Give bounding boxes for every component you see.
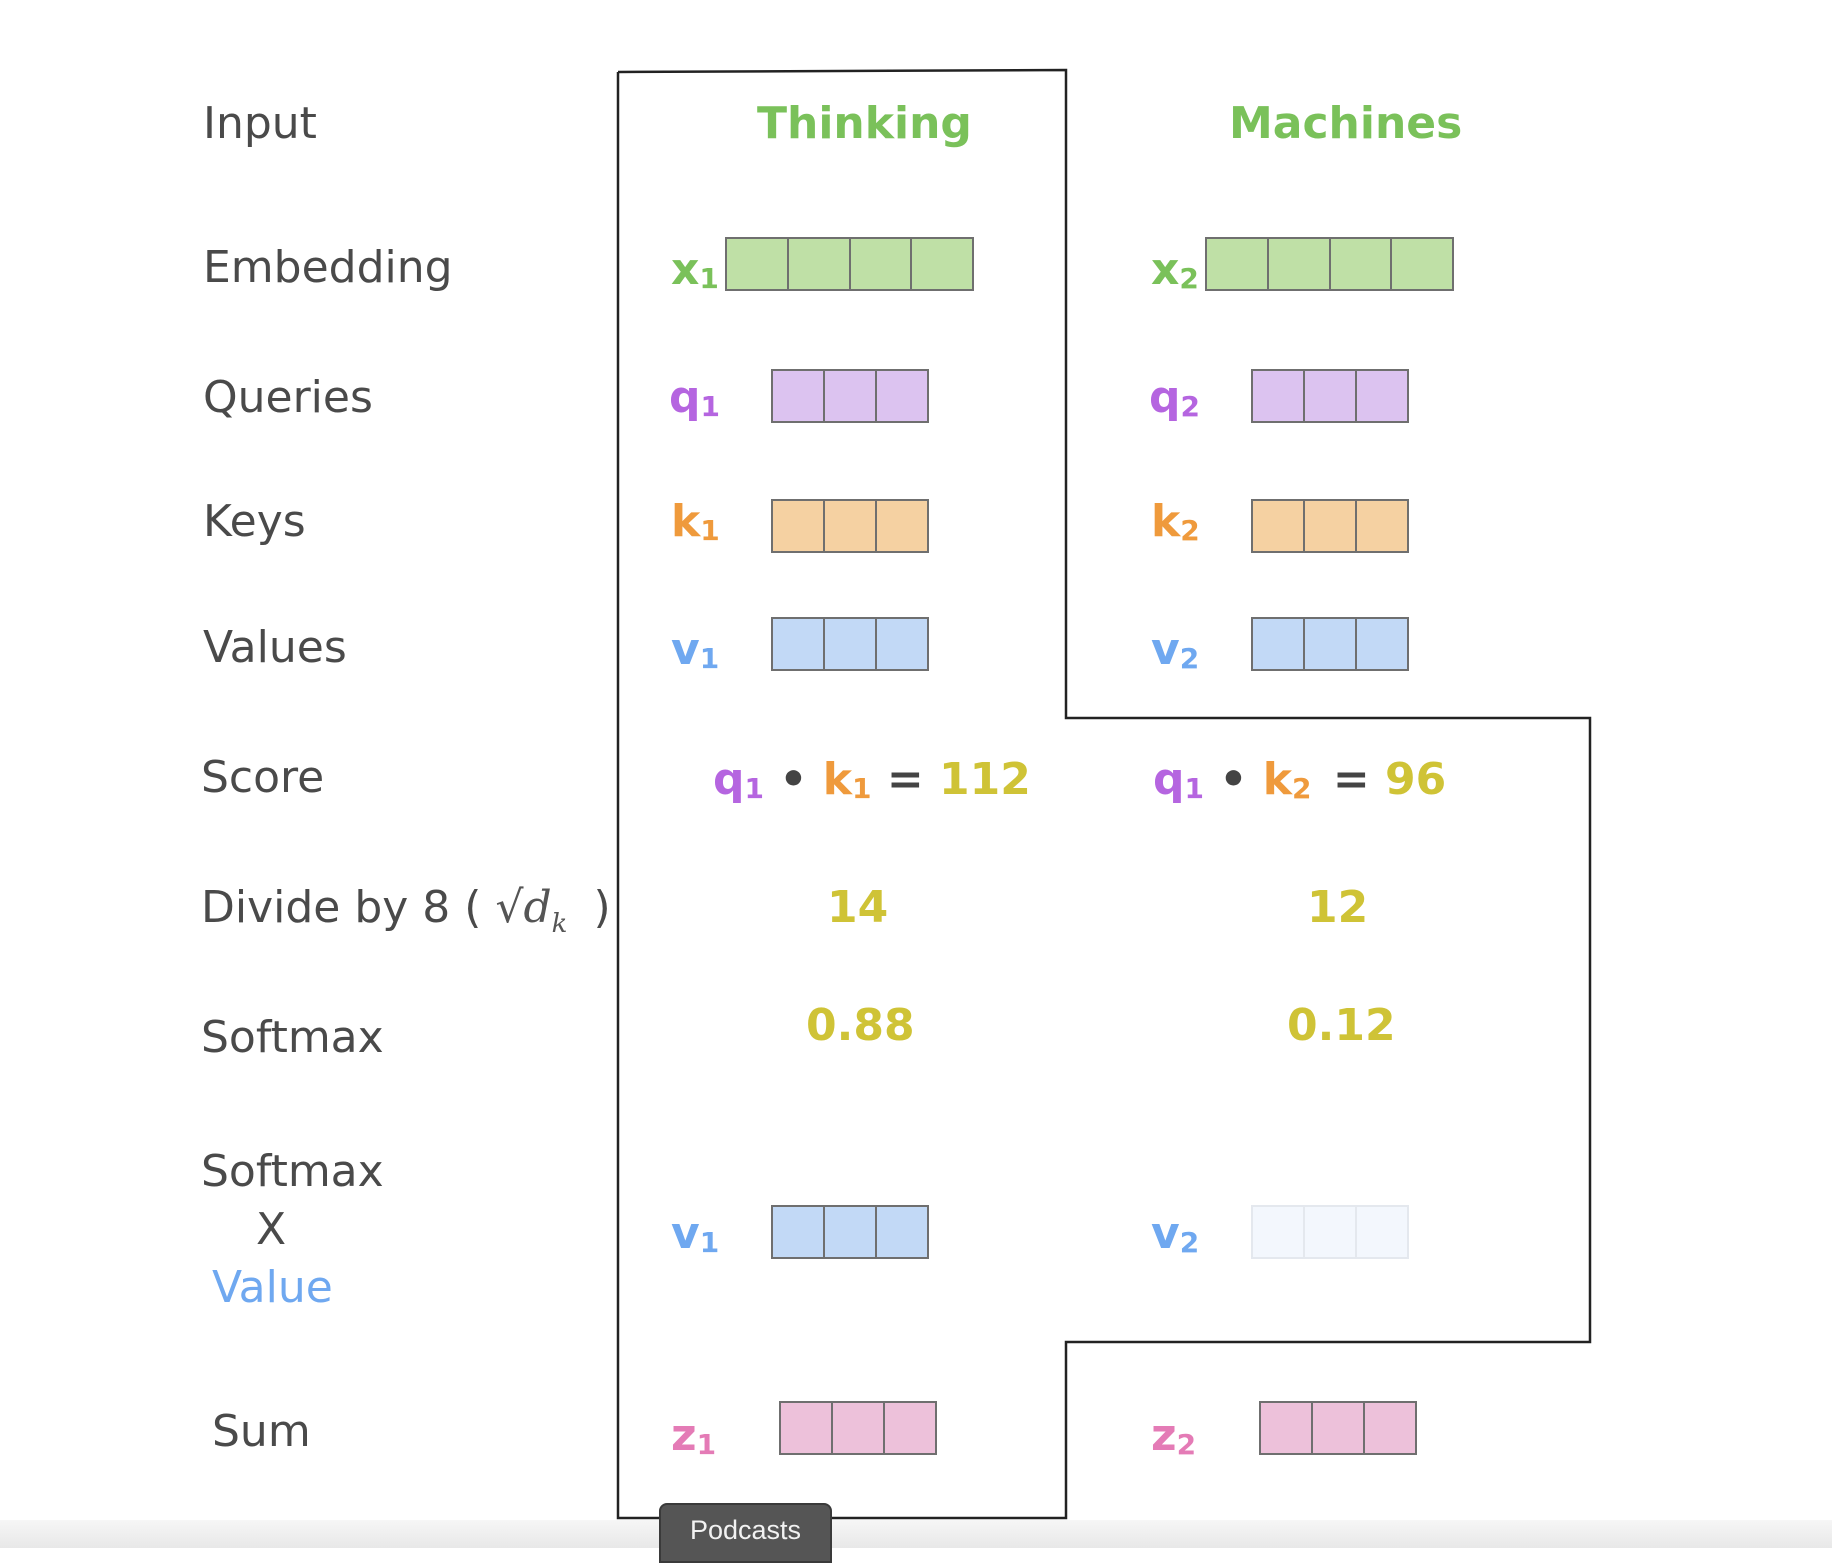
vector-cell — [1305, 1207, 1357, 1257]
word-thinking: Thinking — [757, 98, 972, 149]
vector-cell — [825, 371, 877, 421]
row-label-keys: Keys — [203, 496, 306, 547]
row-label-embedding: Embedding — [203, 242, 453, 293]
vector-cell — [825, 1207, 877, 1257]
score-expression-1: q1 • k1 = 112 — [713, 754, 1031, 805]
vector-cell — [825, 501, 877, 551]
row-label-times: X — [256, 1204, 287, 1255]
row-label-sum: Sum — [212, 1406, 311, 1457]
row-label-values: Values — [203, 622, 347, 673]
score-value-1: 112 — [939, 754, 1031, 805]
vector-cell — [1392, 239, 1452, 289]
row-label-input: Input — [203, 98, 317, 149]
vector-cell — [1253, 619, 1305, 669]
vector-cell — [1357, 619, 1407, 669]
vector-cell — [1365, 1403, 1415, 1453]
vector-label-q1: q1 — [669, 372, 720, 423]
vector-label-weighted-v1: v1 — [671, 1208, 720, 1259]
vector-label-x2: x2 — [1151, 244, 1199, 295]
podcasts-tab[interactable]: Podcasts — [659, 1503, 832, 1563]
vector-v2 — [1251, 617, 1409, 671]
vector-label-q2: q2 — [1149, 372, 1200, 423]
vector-cell — [1357, 501, 1407, 551]
vector-z1 — [779, 1401, 937, 1455]
row-label-softmax-x: Softmax — [201, 1146, 384, 1197]
vector-cell — [1268, 239, 1331, 289]
vector-cell — [1253, 501, 1305, 551]
sqrt-dk-symbol: √dk — [495, 882, 568, 939]
vector-cell — [788, 239, 851, 289]
vector-cell — [1330, 239, 1393, 289]
vector-q2 — [1251, 369, 1409, 423]
vector-cell — [833, 1403, 885, 1453]
vector-cell — [1253, 1207, 1305, 1257]
vector-label-k2: k2 — [1151, 496, 1200, 547]
vector-v1 — [771, 617, 929, 671]
vector-cell — [912, 239, 972, 289]
vector-q1 — [771, 369, 929, 423]
row-label-value: Value — [212, 1262, 333, 1313]
vector-cell — [877, 371, 927, 421]
vector-k2 — [1251, 499, 1409, 553]
vector-cell — [1253, 371, 1305, 421]
vector-cell — [1261, 1403, 1313, 1453]
vector-cell — [1357, 1207, 1407, 1257]
vector-cell — [727, 239, 789, 289]
vector-label-v2: v2 — [1151, 624, 1200, 675]
vector-weighted-v1 — [771, 1205, 929, 1259]
divide-suffix: ) — [593, 882, 611, 933]
vector-cell — [773, 1207, 825, 1257]
vector-k1 — [771, 499, 929, 553]
vector-label-k1: k1 — [671, 496, 720, 547]
row-label-divide: Divide by 8 ( √dk ) — [201, 886, 611, 937]
vector-cell — [781, 1403, 833, 1453]
vector-label-x1: x1 — [671, 244, 719, 295]
vector-cell — [877, 1207, 927, 1257]
row-label-queries: Queries — [203, 372, 373, 423]
vector-cell — [850, 239, 913, 289]
word-machines: Machines — [1229, 98, 1463, 149]
vector-cell — [773, 371, 825, 421]
vector-cell — [773, 501, 825, 551]
vector-weighted-v2 — [1251, 1205, 1409, 1259]
score-expression-2: q1 • k2 = 96 — [1153, 754, 1447, 805]
vector-z2 — [1259, 1401, 1417, 1455]
vector-cell — [877, 619, 927, 669]
vector-cell — [1305, 371, 1357, 421]
vector-cell — [1313, 1403, 1365, 1453]
vector-x1 — [725, 237, 974, 291]
score-value-2: 96 — [1385, 754, 1447, 805]
vector-cell — [885, 1403, 935, 1453]
softmax-value-2: 0.12 — [1287, 1000, 1396, 1051]
row-label-softmax: Softmax — [201, 1012, 384, 1063]
vector-label-z1: z1 — [671, 1410, 717, 1461]
divide-prefix: Divide by 8 ( — [201, 882, 482, 933]
bottom-bar — [0, 1520, 1832, 1548]
row-label-score: Score — [201, 752, 325, 803]
softmax-value-1: 0.88 — [806, 1000, 915, 1051]
vector-x2 — [1205, 237, 1454, 291]
vector-label-weighted-v2: v2 — [1151, 1208, 1200, 1259]
divided-score-1: 14 — [827, 882, 889, 933]
vector-label-v1: v1 — [671, 624, 720, 675]
vector-cell — [1357, 371, 1407, 421]
vector-cell — [1305, 619, 1357, 669]
vector-cell — [1207, 239, 1269, 289]
vector-cell — [825, 619, 877, 669]
divided-score-2: 12 — [1307, 882, 1369, 933]
vector-label-z2: z2 — [1151, 1410, 1197, 1461]
vector-cell — [877, 501, 927, 551]
vector-cell — [773, 619, 825, 669]
vector-cell — [1305, 501, 1357, 551]
